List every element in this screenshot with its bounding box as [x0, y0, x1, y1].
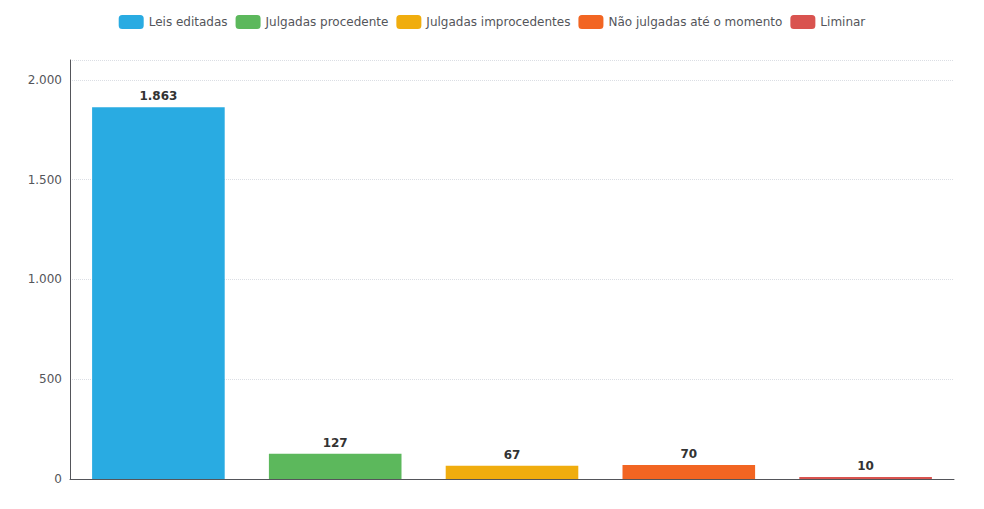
svg-text:70: 70 [680, 447, 697, 461]
svg-text:Não julgadas até o momento: Não julgadas até o momento [608, 15, 782, 29]
svg-text:Liminar: Liminar [820, 15, 865, 29]
svg-text:Julgadas improcedentes: Julgadas improcedentes [425, 15, 570, 29]
svg-text:10: 10 [857, 459, 874, 473]
svg-text:1.000: 1.000 [28, 272, 62, 286]
svg-text:0: 0 [54, 472, 62, 486]
svg-text:2.000: 2.000 [28, 73, 62, 87]
svg-text:127: 127 [323, 436, 348, 450]
svg-text:500: 500 [39, 372, 62, 386]
svg-text:1.863: 1.863 [139, 89, 177, 103]
svg-text:Leis editadas: Leis editadas [149, 15, 228, 29]
svg-text:Julgadas procedente: Julgadas procedente [265, 15, 389, 29]
svg-text:67: 67 [504, 448, 521, 462]
svg-text:1.500: 1.500 [28, 173, 62, 187]
